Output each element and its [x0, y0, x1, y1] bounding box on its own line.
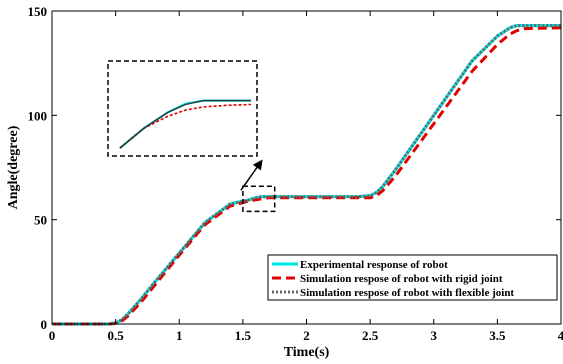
x-axis-label: Time(s): [284, 345, 330, 359]
zoom-region-box: [242, 185, 276, 213]
legend: Experimental response of robot Simulation…: [267, 254, 558, 301]
zoom-inset: [107, 60, 276, 213]
legend-box: [267, 254, 558, 301]
x-tick-label: 0: [49, 328, 56, 343]
legend-label-2: Simulation respose of robot with rigid j…: [300, 273, 503, 285]
legend-label-1: Experimental response of robot: [300, 259, 448, 271]
y-axis-label: Angle(degree): [6, 125, 21, 209]
x-tick-label: 2.5: [362, 328, 379, 343]
x-tick-label: 3: [431, 328, 438, 343]
zoom-arrow: [240, 159, 263, 191]
x-tick-label: 1.5: [235, 328, 252, 343]
y-tick-label: 100: [28, 108, 48, 123]
x-tick-label: 2: [303, 328, 310, 343]
axes: 0 0.5 1 1.5 2 2.5 3 3.5 4 0 50 100 150 Time(s) Angle(d…: [6, 4, 563, 360]
legend-label-3: Simulation respose of robot with flexibl…: [300, 287, 514, 299]
x-tick-label: 1: [176, 328, 183, 343]
y-tick-label: 50: [34, 213, 47, 228]
series-line-3: [52, 24, 561, 326]
y-tick-label: 0: [41, 317, 48, 332]
x-tick-label: 0.5: [108, 328, 125, 343]
y-tick-label: 150: [28, 4, 48, 19]
inset-box: [107, 60, 258, 157]
plot-area: [52, 24, 562, 326]
x-tick-label: 4: [558, 328, 563, 343]
x-tick-label: 3.5: [489, 328, 506, 343]
inset-series-line-3: [119, 99, 251, 149]
